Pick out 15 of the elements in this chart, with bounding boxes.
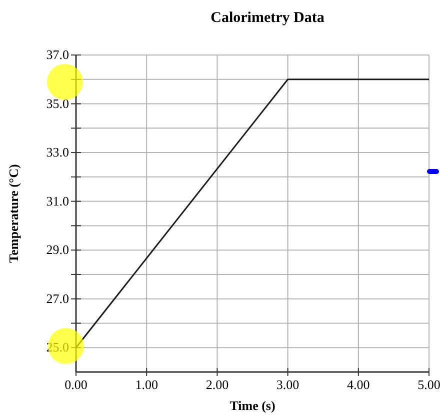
y-tick-label: 29.0	[46, 242, 69, 258]
x-tick-label: 2.00	[206, 377, 229, 392]
x-tick-label: 1.00	[135, 377, 158, 392]
y-tick-label: 31.0	[46, 193, 69, 208]
y-tick-label: 33.0	[46, 144, 69, 160]
x-tick-label: 3.00	[276, 377, 300, 392]
y-tick-label: 35.0	[46, 96, 69, 111]
x-tick-label: 5.00	[418, 377, 440, 392]
y-tick-label: 37.0	[46, 47, 69, 62]
y-axis-title: Temperature (°C)	[6, 164, 21, 263]
x-axis-title: Time (s)	[230, 398, 276, 413]
x-tick-label: 4.00	[347, 377, 370, 392]
y-tick-label: 27.0	[46, 290, 69, 306]
x-tick-label: 0.00	[64, 377, 88, 392]
chart-title: Calorimetry Data	[210, 10, 325, 26]
